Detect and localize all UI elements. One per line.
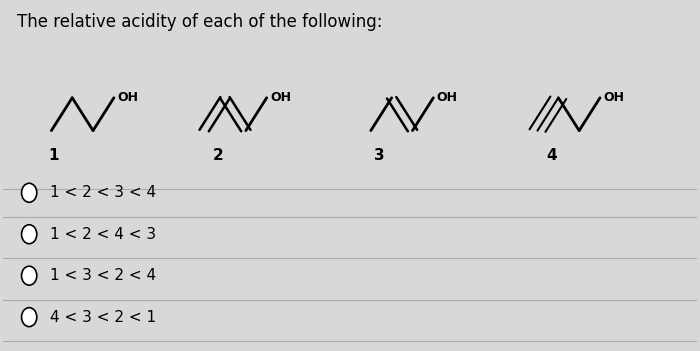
Ellipse shape [22,266,37,285]
Text: OH: OH [118,91,139,104]
Text: 4: 4 [546,148,556,163]
Ellipse shape [22,183,37,202]
Text: OH: OH [437,91,458,104]
Text: 4 < 3 < 2 < 1: 4 < 3 < 2 < 1 [50,310,156,325]
Text: 3: 3 [374,148,385,163]
Text: 1: 1 [48,148,58,163]
Text: 1 < 3 < 2 < 4: 1 < 3 < 2 < 4 [50,268,156,283]
Text: The relative acidity of each of the following:: The relative acidity of each of the foll… [17,13,382,31]
Ellipse shape [22,225,37,244]
Ellipse shape [22,307,37,327]
Text: 2: 2 [213,148,223,163]
Text: OH: OH [270,91,291,104]
Text: OH: OH [603,91,624,104]
Text: 1 < 2 < 4 < 3: 1 < 2 < 4 < 3 [50,227,156,242]
Text: 1 < 2 < 3 < 4: 1 < 2 < 3 < 4 [50,185,156,200]
